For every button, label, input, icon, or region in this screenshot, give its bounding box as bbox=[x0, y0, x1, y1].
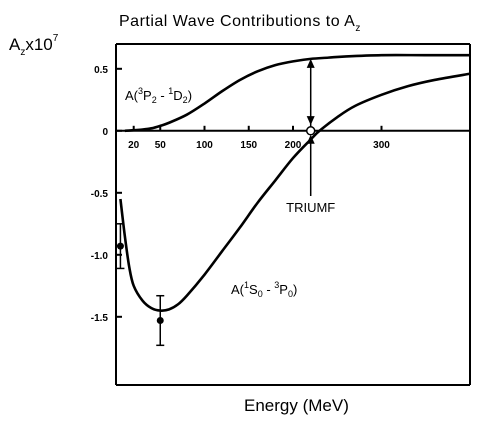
data-point bbox=[116, 242, 124, 250]
y-tick-label: -1.0 bbox=[91, 251, 109, 262]
crossing-marker bbox=[305, 126, 316, 136]
x-axis-label: Energy (MeV) bbox=[244, 396, 349, 415]
arrow-head-bottom bbox=[306, 134, 315, 144]
series-label-1s0-3p0: A(1S0 - 3P0) bbox=[231, 280, 297, 299]
series-line-1 bbox=[119, 72, 471, 312]
series-label-3p2-1d2: A(3P2 - 1D2) bbox=[125, 86, 192, 105]
triumf-label: TRIUMF bbox=[286, 200, 335, 215]
chart-title: Partial Wave Contributions to Az bbox=[119, 13, 361, 34]
x-tick-label: 20 bbox=[128, 140, 140, 151]
y-tick-label: 0 bbox=[102, 127, 108, 138]
plot-frame bbox=[115, 43, 471, 386]
data-point bbox=[156, 317, 164, 325]
triumf-annotation: TRIUMF bbox=[286, 58, 335, 215]
y-axis-label: Azx107 bbox=[9, 33, 59, 58]
y-tick-label: -0.5 bbox=[91, 189, 109, 200]
arrow-head-down bbox=[306, 116, 315, 126]
x-tick-label: 300 bbox=[373, 140, 390, 151]
y-tick-label: 0.5 bbox=[94, 65, 108, 76]
data-points-layer bbox=[116, 223, 165, 347]
arrow-head-up bbox=[306, 58, 315, 68]
x-tick-label: 100 bbox=[196, 140, 213, 151]
y-tick-label: -1.5 bbox=[91, 313, 109, 324]
series-line-0 bbox=[124, 53, 471, 133]
x-tick-label: 200 bbox=[285, 140, 302, 151]
x-tick-label: 150 bbox=[240, 140, 257, 151]
x-tick-label: 50 bbox=[155, 140, 167, 151]
y-axis-ticks: 0.5 0 -0.5 -1.0 -1.5 bbox=[91, 65, 122, 324]
x-axis-ticks: 20 50 100 150 200 300 bbox=[128, 125, 390, 151]
series-layer bbox=[119, 53, 471, 312]
